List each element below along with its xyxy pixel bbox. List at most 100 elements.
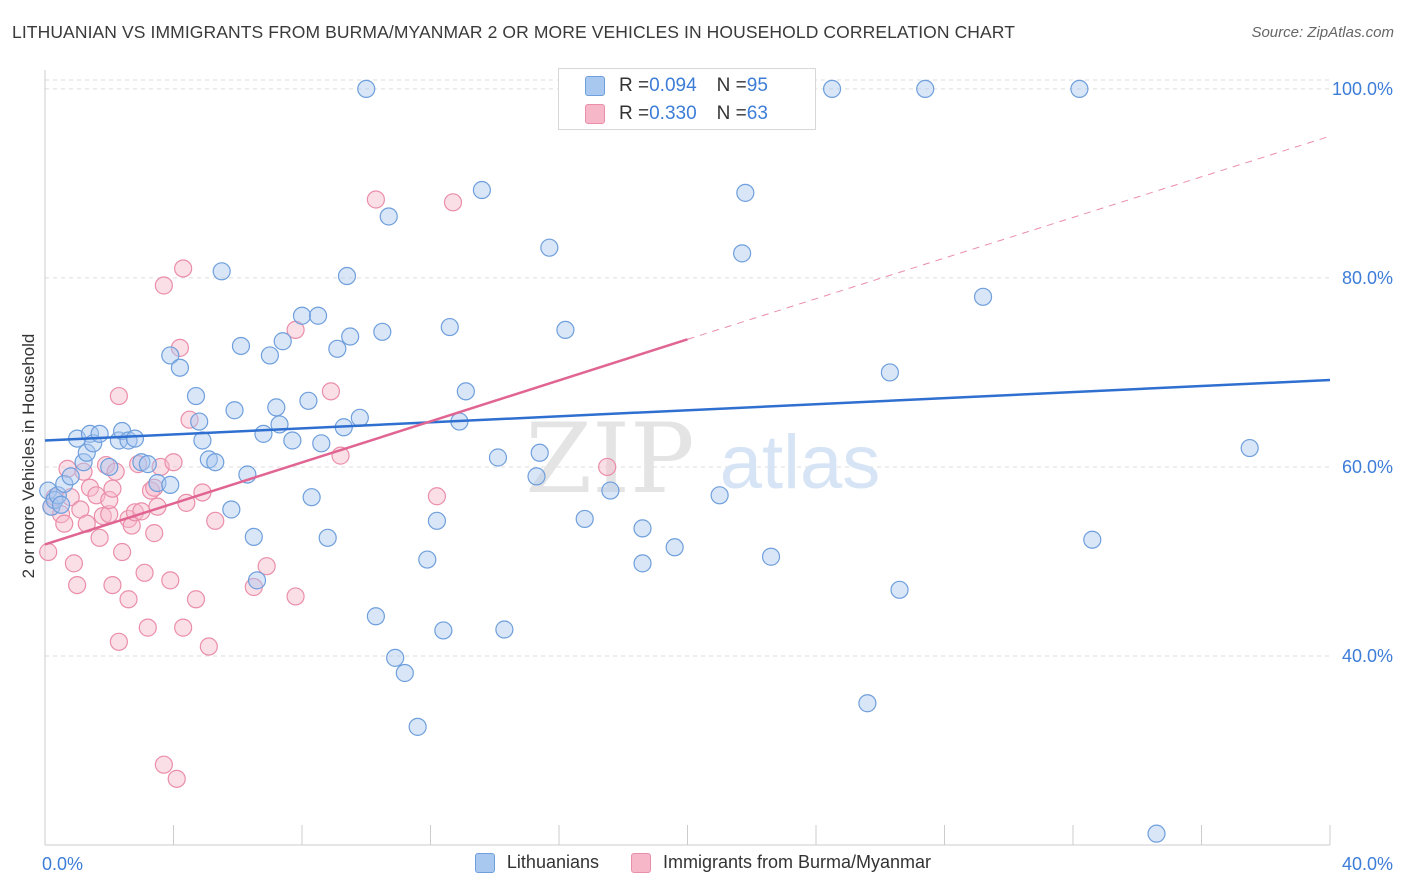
legend-swatch-blue — [585, 76, 605, 96]
immigrants-point — [598, 457, 617, 477]
lithuanians-point — [418, 550, 437, 569]
lithuanians-point — [318, 528, 337, 547]
lithuanians-point — [247, 571, 267, 590]
stats-legend: R = 0.094 N = 95 R = 0.330 N = 63 — [558, 68, 816, 130]
lithuanians-point — [138, 455, 157, 474]
lithuanians-point — [125, 429, 145, 448]
immigrants-points — [39, 190, 617, 788]
lithuanians-point — [350, 408, 369, 427]
lithuanians-point — [858, 694, 877, 713]
lithuanians-point — [495, 620, 514, 639]
immigrants-point — [39, 542, 58, 562]
immigrants-point — [443, 193, 463, 212]
immigrants-point — [154, 276, 173, 295]
lithuanians-point — [575, 509, 594, 529]
immigrants-point — [154, 755, 173, 774]
tick-labels: 40.0% 60.0% 80.0% 100.0% 0.0% 40.0% — [42, 79, 1393, 874]
lithuanians-point — [973, 287, 993, 306]
lithuanians-point — [736, 183, 755, 202]
lithuanians-point — [530, 443, 549, 462]
lithuanians-point — [292, 306, 312, 325]
lithuanians-point — [254, 424, 273, 443]
watermark: ZIP atlas — [525, 403, 880, 515]
legend-n-value: 63 — [746, 103, 768, 124]
lithuanians-point — [357, 79, 376, 99]
immigrants-point — [109, 632, 128, 651]
legend-n-label: N = — [716, 75, 747, 96]
lithuanians-point — [379, 207, 398, 226]
lithuanians-point — [633, 519, 652, 538]
trend-lines — [44, 135, 1331, 546]
lithuanians-point — [244, 527, 263, 546]
immigrants-point — [135, 563, 154, 582]
lithuanians-point — [408, 717, 427, 736]
immigrants-point — [321, 382, 341, 401]
lithuanians-point — [1083, 530, 1102, 549]
lithuanians-point — [890, 580, 909, 599]
x-tick-label-min: 0.0% — [42, 854, 83, 874]
immigrants-point — [93, 506, 112, 526]
immigrants-point — [129, 455, 148, 474]
lithuanians-point — [395, 663, 414, 683]
immigrants-point — [96, 455, 116, 475]
lithuanians-point — [880, 363, 899, 382]
lithuanians-point — [267, 398, 286, 417]
legend-item-lithuanians[interactable]: Lithuanians — [474, 852, 599, 873]
y-tick-label: 100.0% — [1332, 79, 1393, 99]
immigrants-point — [112, 542, 132, 562]
lithuanians-point — [456, 382, 475, 401]
lithuanians-point — [733, 244, 752, 263]
lithuanians-point — [633, 554, 652, 573]
legend-swatch-pink — [585, 104, 605, 124]
lithuanians-point — [427, 511, 447, 530]
lithuanians-point — [190, 412, 209, 431]
lithuanians-point — [665, 538, 684, 557]
y-tick-label: 40.0% — [1342, 646, 1393, 666]
x-tick-label-max: 40.0% — [1342, 854, 1393, 874]
immigrants-point — [366, 190, 385, 209]
y-tick-label: 80.0% — [1342, 268, 1393, 288]
immigrants-point — [55, 514, 74, 533]
lithuanians-point — [231, 336, 251, 356]
immigrants-point — [174, 618, 193, 637]
immigrants-point — [103, 479, 122, 498]
immigrants-point — [100, 490, 119, 510]
series-legend: Lithuanians Immigrants from Burma/Myanma… — [0, 852, 1406, 873]
immigrants-point — [427, 487, 447, 506]
lithuanians-point — [1240, 438, 1259, 458]
immigrants-point — [119, 590, 138, 609]
lithuanians-point — [373, 322, 392, 341]
lithuanians-point — [337, 266, 357, 286]
immigrants-point — [138, 618, 157, 637]
lithuanians-point — [170, 358, 190, 377]
immigrants-point — [286, 587, 305, 606]
immigrants-point — [257, 557, 276, 576]
legend-label-immigrants: Immigrants from Burma/Myanmar — [663, 852, 932, 872]
legend-n-label: N = — [716, 103, 747, 124]
lithuanians-point — [206, 453, 225, 472]
immigrants-point — [161, 571, 180, 590]
lithuanians-point — [225, 401, 244, 420]
immigrants-trend-line — [44, 338, 688, 546]
lithuanians-point — [386, 648, 405, 667]
lithuanians-point — [916, 79, 935, 99]
grid-lines — [45, 79, 1330, 657]
immigrants-trend-extension — [687, 135, 1331, 340]
lithuanians-point — [283, 431, 302, 450]
legend-n-value: 95 — [746, 75, 768, 96]
lithuanians-point — [132, 453, 151, 472]
lithuanians-point — [302, 488, 321, 507]
immigrants-point — [145, 524, 164, 543]
lithuanians-point — [1147, 824, 1166, 843]
lithuanians-point — [527, 467, 546, 486]
legend-r-label: R = — [619, 103, 650, 124]
legend-item-immigrants[interactable]: Immigrants from Burma/Myanmar — [631, 852, 931, 873]
immigrants-point — [80, 478, 100, 497]
lithuanians-point — [51, 495, 71, 514]
immigrants-point — [186, 590, 206, 609]
immigrants-point — [206, 511, 225, 530]
lithuanians-point — [440, 317, 459, 337]
lithuanians-point — [273, 332, 292, 351]
legend-swatch-blue — [474, 852, 495, 873]
